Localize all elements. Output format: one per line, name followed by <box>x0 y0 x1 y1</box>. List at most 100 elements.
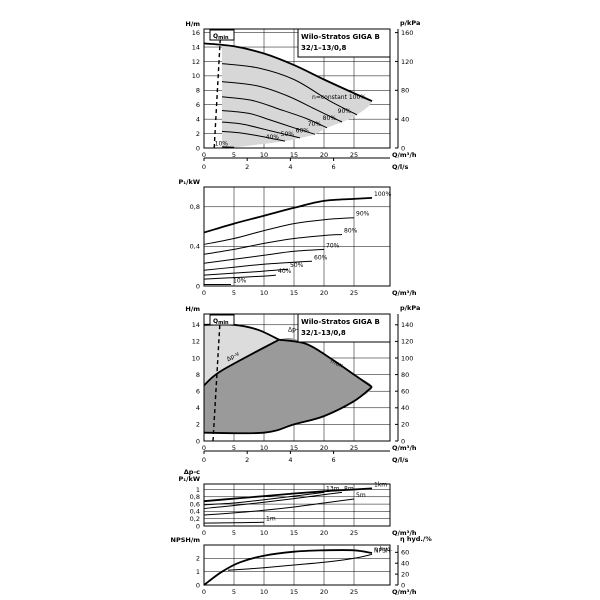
series-label: η hyd. <box>374 546 393 553</box>
x-axis-label: Q/m³/h <box>392 151 417 159</box>
series-label: 80% <box>323 115 337 122</box>
plot-frame <box>203 313 391 442</box>
x2-axis-label: Q/l/s <box>392 163 409 171</box>
y-tick-label: 16 <box>192 29 200 37</box>
series-line <box>221 63 358 116</box>
series-label: 60% <box>296 127 310 134</box>
plot-frame <box>203 28 391 149</box>
x-tick-label: 5 <box>232 588 236 596</box>
series-label: 1m <box>266 515 276 522</box>
x-tick-label: 0 <box>202 289 206 297</box>
y-tick-label: 8 <box>196 87 200 95</box>
x-tick-label: 5 <box>232 529 236 537</box>
series-label: 60% <box>314 254 328 261</box>
x-tick-label: 15 <box>290 529 298 537</box>
series-label: 13m <box>326 485 340 492</box>
x-tick-label: 20 <box>320 529 328 537</box>
x-tick-label: 10 <box>260 151 268 159</box>
qmin-label-sub: min <box>218 35 229 41</box>
x-tick-label: 5 <box>232 289 236 297</box>
y-tick-label: 1 <box>196 568 200 576</box>
x-tick-label: 10 <box>260 444 268 452</box>
series-line <box>203 234 343 255</box>
x2-tick-label: 0 <box>202 163 206 171</box>
y2-tick-label: 0 <box>401 581 405 589</box>
series-line <box>203 42 373 102</box>
x-tick-label: 5 <box>232 151 236 159</box>
y2-axis-label: η hyd./% <box>400 535 432 543</box>
series-line <box>221 96 328 129</box>
boundary-line <box>203 386 373 435</box>
y-tick-label: 4 <box>196 115 200 123</box>
qmin-label-sub: min <box>218 320 229 326</box>
series-line <box>203 197 373 234</box>
qmin-label-q: Q <box>213 33 218 40</box>
x-axis-label: Q/m³/h <box>392 289 417 297</box>
y-tick-label: 2 <box>196 130 200 138</box>
series-line <box>227 553 373 571</box>
y-tick-label: 1 <box>196 486 200 494</box>
series-line <box>221 121 301 139</box>
series-line <box>203 274 277 280</box>
y2-tick-label: 0 <box>401 144 405 152</box>
x-tick-label: 10 <box>260 588 268 596</box>
y-tick-label: 0,8 <box>190 493 200 501</box>
x-tick-label: 25 <box>350 529 358 537</box>
y-tick-label: 0 <box>196 581 200 589</box>
y2-tick-label: 20 <box>401 421 409 429</box>
y2-tick-label: 80 <box>401 371 409 379</box>
series-line <box>203 268 289 276</box>
y-tick-label: 14 <box>192 321 200 329</box>
y-axis-label: P₁/kW <box>179 178 200 186</box>
qmin-label: Qmin <box>213 318 229 326</box>
qmin-label: Qmin <box>213 33 229 41</box>
y-tick-label: 2 <box>196 555 200 563</box>
x-tick-label: 20 <box>320 289 328 297</box>
y2-axis-label: p/kPa <box>400 304 420 312</box>
x-tick-label: 5 <box>232 444 236 452</box>
x-tick-label: 15 <box>290 289 298 297</box>
series-label: 80% <box>344 228 358 235</box>
x2-tick-label: 4 <box>288 456 292 464</box>
x-axis-label: Q/m³/h <box>392 588 417 596</box>
plot-frame <box>203 186 391 287</box>
dpv-area <box>204 338 372 434</box>
x-tick-label: 15 <box>290 588 298 596</box>
series-line <box>203 549 373 586</box>
y-tick-label: 6 <box>196 387 200 395</box>
x2-tick-label: 6 <box>332 456 336 464</box>
y-axis-label: P₁/kW <box>179 475 200 483</box>
series-label: 40% <box>278 268 292 275</box>
series-label: NPSH <box>374 547 390 554</box>
y2-tick-label: 120 <box>401 338 413 346</box>
series-label: 10% <box>233 278 247 285</box>
x2-tick-label: 0 <box>202 456 206 464</box>
series-label: 90% <box>356 211 370 218</box>
annotation-dpc: Δp-c <box>288 326 301 333</box>
y-tick-label: 0,8 <box>190 203 200 211</box>
y-tick-label: 8 <box>196 371 200 379</box>
y2-tick-label: 0 <box>401 437 405 445</box>
y-tick-label: 14 <box>192 43 200 51</box>
x2-tick-label: 4 <box>288 163 292 171</box>
y2-tick-label: 40 <box>401 404 409 412</box>
x-tick-label: 10 <box>260 289 268 297</box>
y-axis-label: H/m <box>185 20 200 28</box>
y-tick-label: 0 <box>196 522 200 530</box>
y-tick-label: 0 <box>196 282 200 290</box>
y-tick-label: 0,4 <box>190 508 200 516</box>
x2-axis-label: Q/l/s <box>392 456 409 464</box>
y2-tick-label: 60 <box>401 387 409 395</box>
series-line <box>203 521 265 524</box>
series-label: 50% <box>290 262 304 269</box>
y-tick-label: 0,4 <box>190 243 200 251</box>
y2-tick-label: 40 <box>401 560 409 568</box>
series-label: 70% <box>308 121 322 128</box>
title-line-2: 32/1–13/0,8 <box>301 44 346 52</box>
series-line <box>221 130 286 142</box>
series-line <box>203 491 325 506</box>
series-line <box>221 81 343 123</box>
series-line <box>203 487 373 503</box>
